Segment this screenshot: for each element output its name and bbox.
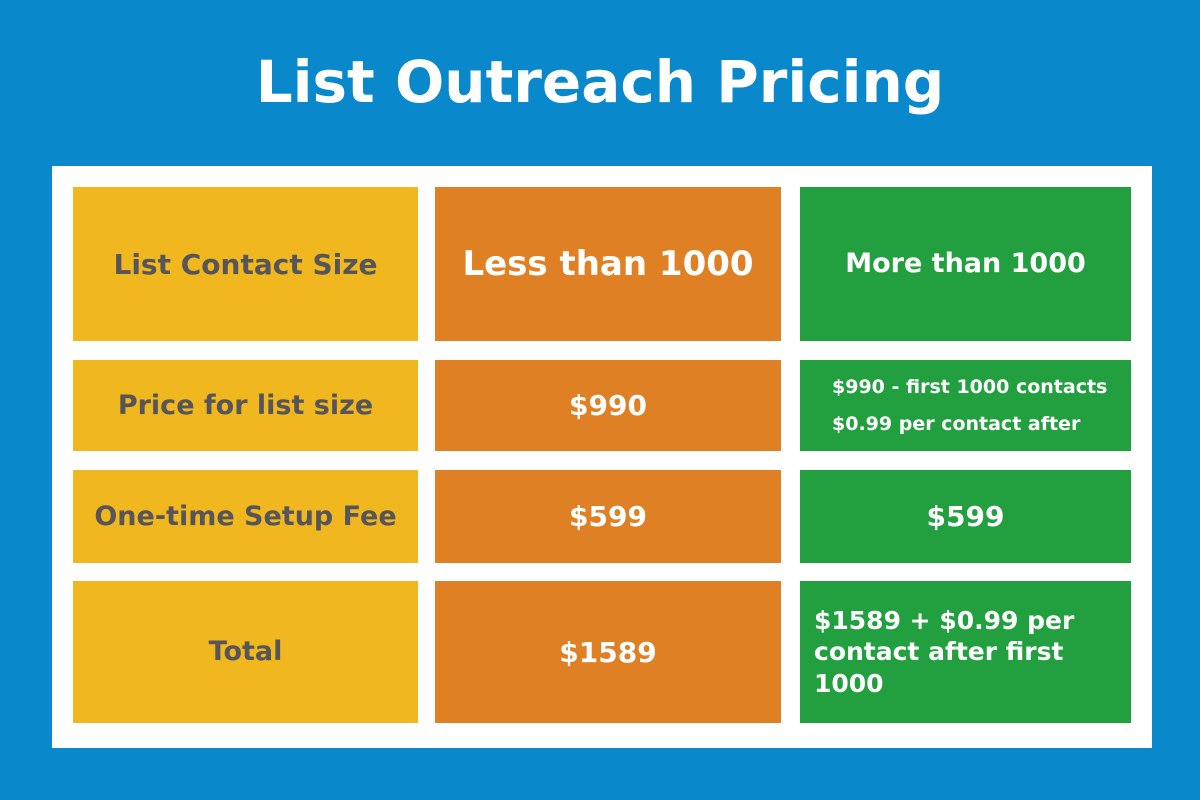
label-cell: Total xyxy=(73,581,418,723)
under-1000-cell: $599 xyxy=(435,470,781,563)
under-1000-cell: $990 xyxy=(435,360,781,451)
cell-line: $0.99 per contact after xyxy=(832,412,1081,435)
title: List Outreach Pricing xyxy=(255,48,945,116)
over-1000-cell: $1589 + $0.99 per contact after first 10… xyxy=(800,581,1131,723)
over-1000-cell: More than 1000 xyxy=(800,187,1131,341)
over-1000-cell: $599 xyxy=(800,470,1131,563)
under-1000-cell: Less than 1000 xyxy=(435,187,781,341)
label-cell: One-time Setup Fee xyxy=(73,470,418,563)
under-1000-cell: $1589 xyxy=(435,581,781,723)
cell-line: $990 - first 1000 contacts xyxy=(832,376,1108,399)
label-cell: List Contact Size xyxy=(73,187,418,341)
over-1000-cell: $990 - first 1000 contacts $0.99 per cont… xyxy=(800,360,1131,451)
pricing-table: List Contact Size Less than 1000 More than… xyxy=(52,166,1152,748)
label-cell: Price for list size xyxy=(73,360,418,451)
